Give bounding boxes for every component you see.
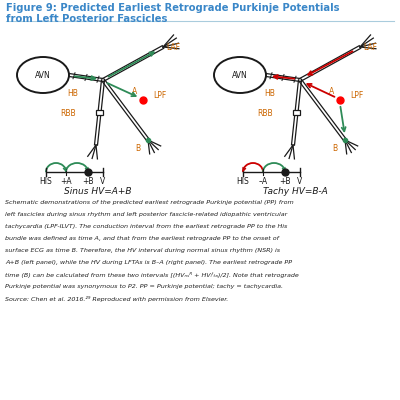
Text: from Left Posterior Fascicles: from Left Posterior Fascicles [6, 14, 167, 24]
Text: Sinus HV=A+B: Sinus HV=A+B [64, 187, 132, 196]
Text: surface ECG as time B. Therefore, the HV interval during normal sinus rhythm (NS: surface ECG as time B. Therefore, the HV… [5, 248, 280, 253]
Text: LPF: LPF [153, 90, 166, 100]
Text: AVN: AVN [232, 70, 248, 80]
Text: A+B (left panel), while the HV during LFTAs is B–A (right panel). The earliest r: A+B (left panel), while the HV during LF… [5, 260, 292, 265]
Text: HIS: HIS [40, 177, 52, 186]
Text: +B: +B [279, 177, 291, 186]
Text: Purkinje potential was synonymous to P2. PP = Purkinje potential; tachy = tachyc: Purkinje potential was synonymous to P2.… [5, 284, 283, 289]
Text: –A: –A [258, 177, 268, 186]
Text: HIS: HIS [237, 177, 249, 186]
Text: RBB: RBB [257, 108, 273, 118]
Text: V: V [297, 177, 303, 186]
Text: B: B [136, 144, 140, 153]
Text: +B: +B [82, 177, 94, 186]
Text: HB: HB [68, 88, 78, 98]
Text: LAF: LAF [363, 42, 377, 52]
Bar [96, 110, 103, 115]
Text: tachycardia (LPF-ILVT). The conduction interval from the earliest retrograde PP : tachycardia (LPF-ILVT). The conduction i… [5, 224, 287, 229]
Text: left fascicles during sinus rhythm and left posterior fascicle-related idiopathi: left fascicles during sinus rhythm and l… [5, 212, 287, 217]
Text: B: B [332, 144, 338, 153]
Text: LAF: LAF [166, 42, 180, 52]
Text: AVN: AVN [35, 70, 51, 80]
Text: LPF: LPF [350, 90, 363, 100]
Text: +A: +A [60, 177, 72, 186]
Text: time (B) can be calculated from these two intervals [(HVₙₛᴿ + HVₗᶠₜₐ)/2]. Note t: time (B) can be calculated from these tw… [5, 272, 299, 278]
Bar [293, 110, 300, 115]
Text: A: A [132, 87, 138, 96]
Text: Tachy HV=B-A: Tachy HV=B-A [263, 187, 327, 196]
Text: V: V [100, 177, 106, 186]
Text: bundle was defined as time A, and that from the earliest retrograde PP to the on: bundle was defined as time A, and that f… [5, 236, 279, 241]
Text: Source: Chen et al. 2016.²⁹ Reproduced with permission from Elsevier.: Source: Chen et al. 2016.²⁹ Reproduced w… [5, 296, 228, 302]
Text: Schematic demonstrations of the predicted earliest retrograde Purkinje potential: Schematic demonstrations of the predicte… [5, 200, 294, 205]
Text: Figure 9: Predicted Earliest Retrograde Purkinje Potentials: Figure 9: Predicted Earliest Retrograde … [6, 3, 340, 13]
Text: HB: HB [264, 88, 276, 98]
Text: A: A [329, 87, 335, 96]
Text: RBB: RBB [60, 108, 76, 118]
